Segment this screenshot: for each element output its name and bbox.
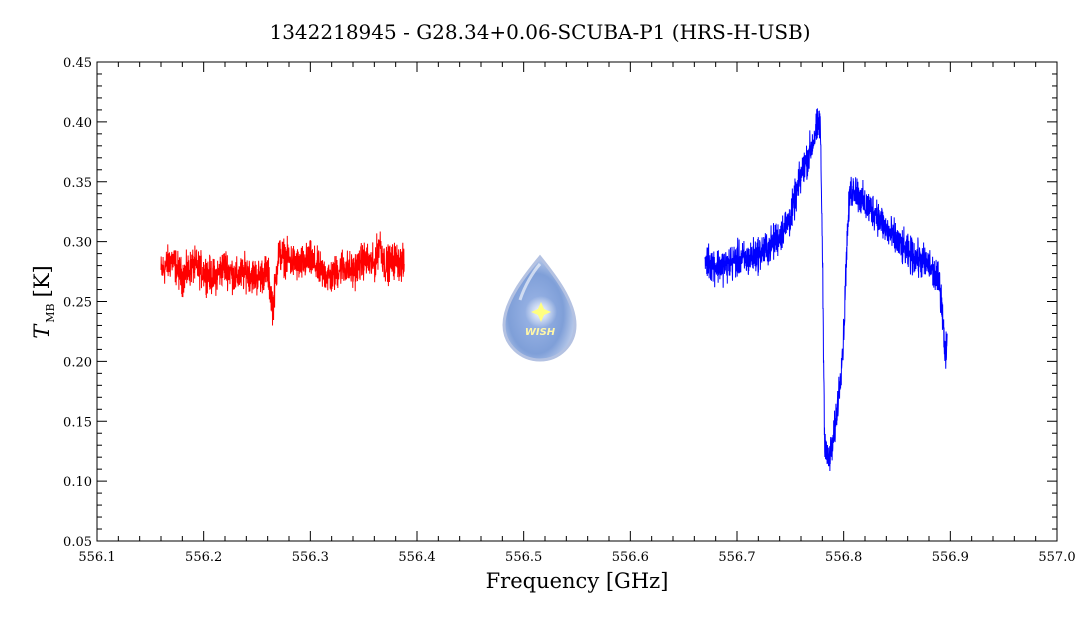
x-axis-label: Frequency [GHz] <box>486 569 669 593</box>
plot-series <box>160 108 948 471</box>
x-tick-label: 556.5 <box>505 550 542 565</box>
y-tick-label: 0.45 <box>63 56 92 71</box>
y-tick-label: 0.05 <box>63 535 92 550</box>
x-tick-label: 556.1 <box>78 550 115 565</box>
chart-title: 1342218945 - G28.34+0.06-SCUBA-P1 (HRS-H… <box>269 20 810 44</box>
spectrum-series-2 <box>704 108 948 471</box>
x-tick-label: 557.0 <box>1038 550 1075 565</box>
x-tick-label: 556.8 <box>825 550 862 565</box>
plot-frame <box>96 61 1058 542</box>
x-tick-label: 556.6 <box>612 550 649 565</box>
svg-text:TMB[K]: TMB [K] <box>30 265 57 338</box>
y-tick-label: 0.40 <box>63 116 92 131</box>
y-tick-label: 0.15 <box>63 415 92 430</box>
y-axis-label: TMB [K] <box>30 265 57 338</box>
y-tick-label: 0.20 <box>63 355 92 370</box>
x-tick-label: 556.7 <box>718 550 755 565</box>
y-tick-label: 0.35 <box>63 176 92 191</box>
y-tick-label: 0.10 <box>63 475 92 490</box>
wish-logo-text: WISH <box>525 327 556 338</box>
x-tick-label: 556.2 <box>185 550 222 565</box>
y-tick-label: 0.25 <box>63 296 92 311</box>
spectrum-series-1 <box>160 231 405 326</box>
x-tick-label: 556.3 <box>292 550 329 565</box>
plot-axes: 556.1 556.2 556.3 556.4 556.5 556.6 556.7 556.8… <box>63 56 1076 565</box>
x-tick-label: 556.4 <box>398 550 435 565</box>
wish-logo: WISH <box>502 254 577 362</box>
y-axis-label-unit: [K] <box>30 265 54 297</box>
y-tick-label: 0.30 <box>63 236 92 251</box>
y-axis-label-main: T <box>30 323 54 339</box>
y-axis-label-sub: MB <box>44 303 57 322</box>
x-tick-label: 556.9 <box>932 550 969 565</box>
